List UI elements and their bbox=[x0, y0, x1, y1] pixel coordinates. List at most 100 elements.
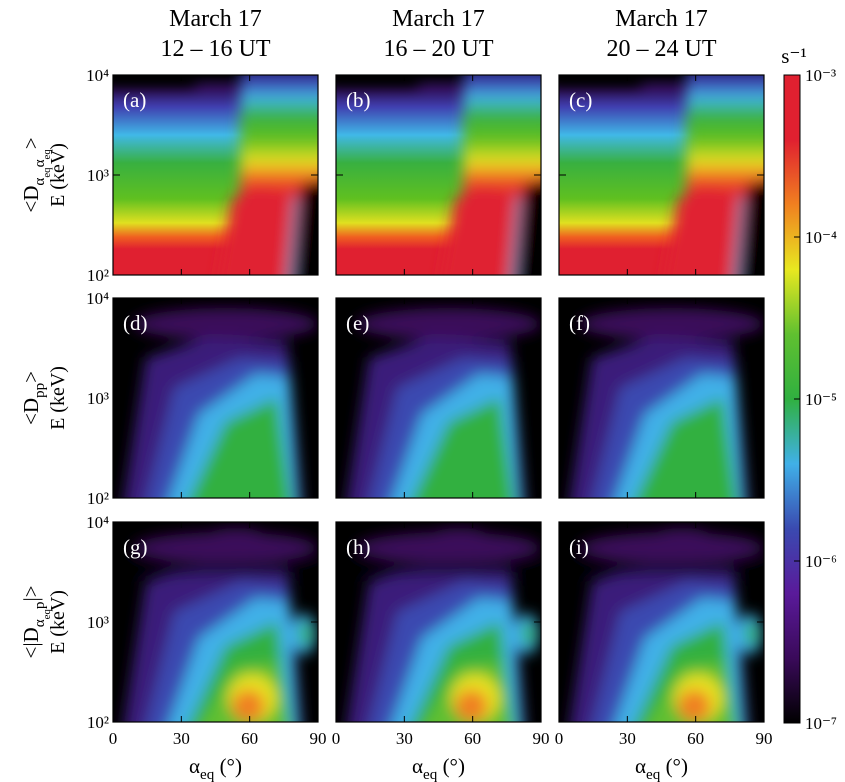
heatmap bbox=[559, 522, 764, 722]
column-title: March 17 bbox=[392, 6, 485, 32]
label-part: α bbox=[32, 619, 48, 627]
heat-region bbox=[745, 622, 758, 646]
colorbar-tick-label: 10⁻³ bbox=[805, 66, 836, 85]
heat-region bbox=[133, 308, 318, 340]
heat-layer bbox=[570, 308, 764, 498]
panel-label: (c) bbox=[569, 88, 592, 112]
heat-layer bbox=[336, 528, 541, 722]
heat-region bbox=[336, 562, 541, 574]
y-tick-label: 10² bbox=[87, 713, 109, 732]
heat-layer bbox=[559, 528, 764, 722]
label-part: eq bbox=[41, 609, 53, 620]
heat-region bbox=[218, 185, 290, 275]
colorbar-tick-label: 10⁻⁶ bbox=[805, 552, 837, 571]
row-unit: E (keV) bbox=[47, 143, 69, 207]
heat-region bbox=[454, 690, 488, 722]
row-unit: E (keV) bbox=[47, 366, 69, 430]
colorbar-tick-label: 10⁻⁵ bbox=[805, 390, 837, 409]
x-tick-label: 60 bbox=[241, 729, 258, 748]
panel-label: (h) bbox=[346, 535, 371, 559]
y-tick-label: 10³ bbox=[87, 166, 109, 185]
label-part: eq bbox=[41, 149, 53, 160]
heatmap bbox=[559, 75, 764, 275]
heat-region bbox=[636, 398, 737, 498]
x-tick-label: 30 bbox=[619, 729, 636, 748]
heat-region bbox=[113, 562, 318, 574]
column-title: 20 – 24 UT bbox=[607, 36, 717, 62]
heat-region bbox=[299, 622, 312, 646]
heat-layer bbox=[559, 75, 764, 275]
label-part: α bbox=[32, 159, 48, 167]
colorbar-tick-label: 10⁻⁴ bbox=[805, 228, 837, 247]
x-tick-label: 60 bbox=[687, 729, 704, 748]
heatmap bbox=[336, 522, 541, 722]
label-part: <|D bbox=[19, 627, 43, 658]
y-tick-label: 10⁴ bbox=[86, 66, 109, 85]
heatmap bbox=[559, 298, 764, 498]
heat-region bbox=[293, 180, 318, 275]
row-label: <|Dαeqp|> bbox=[19, 585, 53, 658]
heat-region bbox=[516, 180, 541, 275]
heat-region bbox=[428, 528, 490, 548]
y-tick-label: 10³ bbox=[87, 613, 109, 632]
heat-region bbox=[113, 75, 196, 87]
label-part: α bbox=[32, 178, 48, 186]
panel-label: (e) bbox=[346, 311, 369, 335]
heat-region bbox=[739, 180, 764, 275]
heat-region bbox=[413, 398, 514, 498]
heat-region bbox=[522, 622, 535, 646]
heatmap bbox=[336, 75, 541, 275]
panel-label: (b) bbox=[346, 88, 371, 112]
x-tick-label: 90 bbox=[310, 729, 327, 748]
heat-region bbox=[231, 690, 265, 722]
row-label: <Dαeqαeq> bbox=[19, 137, 53, 212]
label-part: eq bbox=[41, 167, 53, 178]
x-axis-label: αeq (°) bbox=[635, 754, 688, 782]
label-part: p bbox=[32, 602, 48, 610]
heat-region bbox=[579, 308, 764, 340]
heat-region bbox=[559, 75, 642, 87]
column-title: March 17 bbox=[615, 6, 708, 32]
heatmap bbox=[113, 522, 318, 722]
y-tick-label: 10³ bbox=[87, 389, 109, 408]
colorbar-unit: s⁻¹ bbox=[781, 44, 807, 68]
label-part: eq bbox=[200, 767, 215, 782]
panel-label: (f) bbox=[569, 311, 590, 335]
heatmap bbox=[113, 298, 318, 498]
heat-region bbox=[336, 75, 419, 87]
label-part: > bbox=[19, 371, 43, 383]
x-tick-label: 0 bbox=[332, 729, 341, 748]
x-tick-label: 30 bbox=[173, 729, 190, 748]
label-part: (°) bbox=[660, 754, 688, 778]
heat-region bbox=[205, 528, 267, 548]
label-part: eq bbox=[646, 767, 661, 782]
column-title: 16 – 20 UT bbox=[384, 36, 494, 62]
label-part: (°) bbox=[437, 754, 465, 778]
column-title: 12 – 16 UT bbox=[161, 36, 271, 62]
heat-layer bbox=[113, 75, 318, 275]
x-tick-label: 0 bbox=[109, 729, 118, 748]
heat-region bbox=[579, 532, 764, 564]
heat-region bbox=[356, 308, 541, 340]
heat-region bbox=[133, 532, 318, 564]
heat-region bbox=[356, 532, 541, 564]
panel-label: (d) bbox=[123, 311, 148, 335]
y-tick-label: 10² bbox=[87, 489, 109, 508]
label-part: (°) bbox=[214, 754, 242, 778]
panel-label: (g) bbox=[123, 535, 148, 559]
label-part: eq bbox=[423, 767, 438, 782]
y-tick-label: 10⁴ bbox=[86, 513, 109, 532]
row-unit: E (keV) bbox=[47, 590, 69, 654]
x-tick-label: 90 bbox=[533, 729, 550, 748]
heat-region bbox=[509, 195, 521, 275]
x-tick-label: 0 bbox=[555, 729, 564, 748]
heat-layer bbox=[113, 528, 318, 722]
label-part: |> bbox=[19, 585, 43, 601]
column-title: March 17 bbox=[169, 6, 262, 32]
heat-region bbox=[559, 562, 764, 574]
x-tick-label: 90 bbox=[756, 729, 773, 748]
heat-region bbox=[651, 528, 713, 548]
colorbar-tick-label: 10⁻⁷ bbox=[805, 714, 837, 733]
x-tick-label: 30 bbox=[396, 729, 413, 748]
